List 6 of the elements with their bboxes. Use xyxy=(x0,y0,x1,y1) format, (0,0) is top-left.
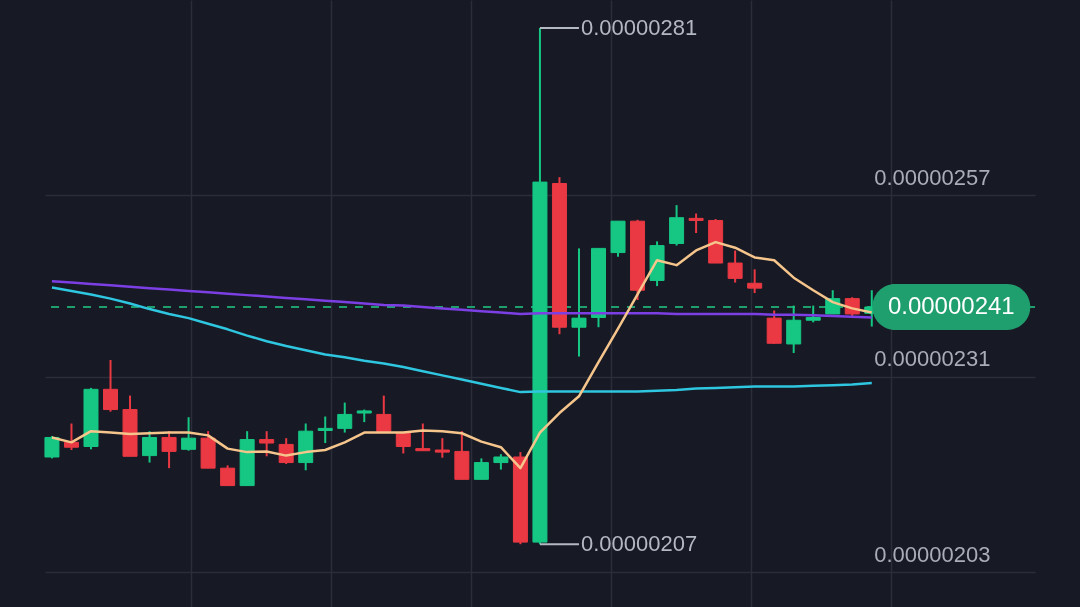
annotation: 0.00000281 xyxy=(580,14,698,40)
annotation: 0.00000207 xyxy=(580,531,698,557)
y-tick-label: 0.00000203 xyxy=(874,541,991,567)
y-tick-label: 0.00000257 xyxy=(874,164,991,190)
y-tick-label: 0.00000231 xyxy=(874,346,991,372)
ref-line-label: 0.00000241 xyxy=(887,291,1015,319)
